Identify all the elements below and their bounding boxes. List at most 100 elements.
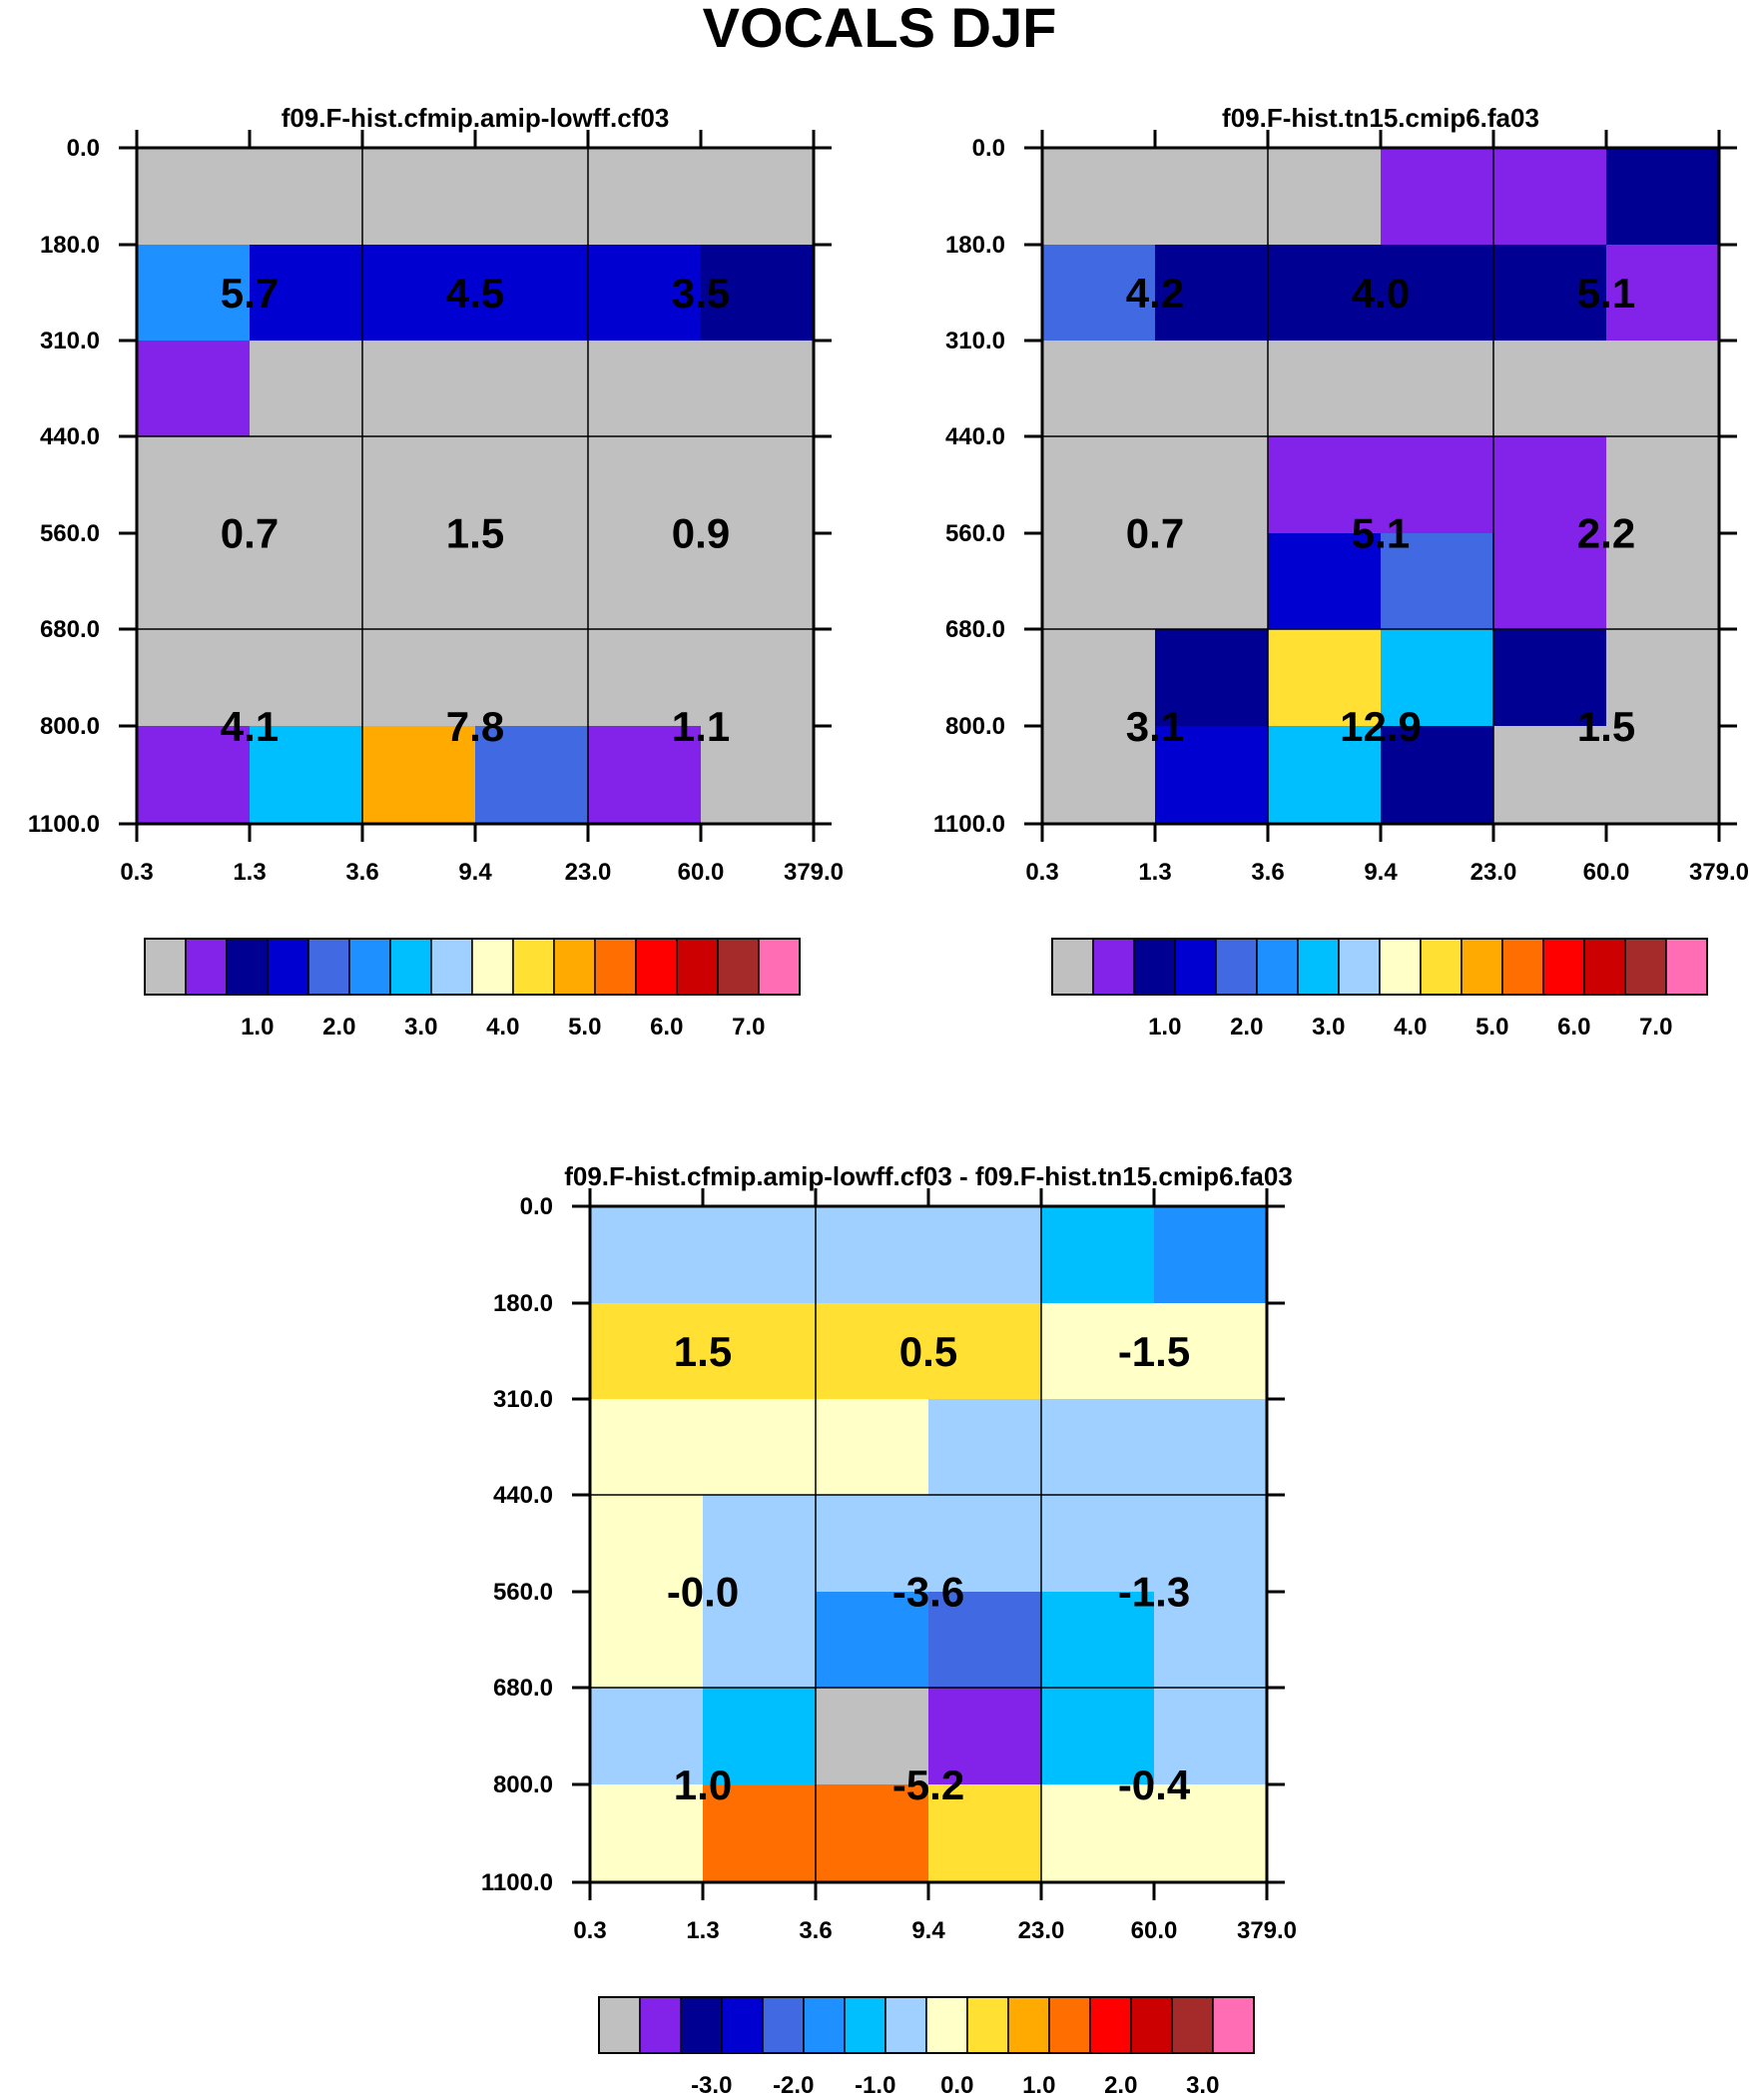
heatmap-cell xyxy=(1042,148,1156,246)
colorbar-label: 4.0 xyxy=(1394,1014,1427,1041)
heatmap-cell xyxy=(1268,629,1382,727)
colorbar-label: -2.0 xyxy=(773,2072,814,2099)
colorbar-swatch xyxy=(1048,1996,1091,2054)
colorbar-label: 7.0 xyxy=(1639,1014,1672,1041)
heatmap-cell xyxy=(137,533,251,630)
heatmap-cell xyxy=(1268,245,1382,342)
heatmap-cell xyxy=(362,245,476,342)
colorbar-label: 2.0 xyxy=(1230,1014,1263,1041)
heatmap-cell xyxy=(1154,1688,1268,1785)
colorbar-label: 5.0 xyxy=(1475,1014,1508,1041)
heatmap-cell xyxy=(1381,533,1494,630)
box-value-label: 1.0 xyxy=(674,1761,732,1808)
heatmap-cell xyxy=(703,1303,817,1400)
heatmap-cell xyxy=(1268,726,1382,825)
colorbar-label: 2.0 xyxy=(1104,2072,1137,2099)
heatmap-cell xyxy=(590,1206,704,1304)
panel-1: f09.F-hist.cfmip.amip-lowff.cf03 0.0 180.0… xyxy=(28,103,844,1041)
heatmap-cell xyxy=(250,629,363,727)
y-tick-label: 560.0 xyxy=(493,1579,553,1606)
heatmap-cell xyxy=(701,148,815,246)
heatmap-cell xyxy=(1042,533,1156,630)
colorbar-swatch xyxy=(1133,938,1176,996)
y-tick-label: 180.0 xyxy=(493,1290,553,1317)
heatmap-cell xyxy=(137,436,251,534)
colorbar-label: 6.0 xyxy=(1557,1014,1590,1041)
box-value-label: 1.5 xyxy=(1577,703,1635,750)
heatmap-cell xyxy=(703,1688,817,1785)
heatmap-cell xyxy=(701,436,815,534)
colorbar-label: 3.0 xyxy=(404,1014,437,1041)
box-value-label: 4.5 xyxy=(446,270,504,317)
heatmap-cell xyxy=(250,726,363,825)
heatmap-cell xyxy=(1154,1495,1268,1593)
heatmap-cell xyxy=(137,148,251,246)
heatmap-cell xyxy=(1155,629,1269,727)
y-tick-label: 0.0 xyxy=(67,135,100,162)
heatmap-cell xyxy=(475,245,589,342)
heatmap-cell xyxy=(1381,629,1494,727)
colorbar-label: 7.0 xyxy=(732,1014,765,1041)
heatmap-cell xyxy=(475,436,589,534)
heatmap-cell xyxy=(1154,1399,1268,1496)
colorbar-swatch xyxy=(594,938,637,996)
heatmap-cell xyxy=(928,1688,1042,1785)
colorbar-swatch xyxy=(1379,938,1422,996)
heatmap-cell xyxy=(1606,245,1720,342)
heatmap-cell xyxy=(1606,148,1720,246)
heatmap-cell xyxy=(1041,1303,1155,1400)
colorbar-swatch xyxy=(680,1996,723,2054)
heatmap-cell xyxy=(588,533,702,630)
x-tick-label: 3.6 xyxy=(799,1917,832,1944)
colorbar-swatch xyxy=(1542,938,1585,996)
colorbar-swatch xyxy=(1174,938,1217,996)
heatmap-cell xyxy=(1493,726,1607,825)
x-tick-label: 0.3 xyxy=(573,1917,606,1944)
box-value-label: 0.7 xyxy=(1126,510,1184,557)
colorbar-swatch xyxy=(803,1996,846,2054)
box-value-label: 4.2 xyxy=(1126,270,1184,317)
heatmap-cell xyxy=(1042,629,1156,727)
y-tick-label: 800.0 xyxy=(493,1771,553,1798)
heatmap-cell xyxy=(1041,1206,1155,1304)
colorbar-swatch xyxy=(884,1996,927,2054)
colorbar-swatch xyxy=(1215,938,1258,996)
colorbar-label: 3.0 xyxy=(1312,1014,1345,1041)
colorbar-frame xyxy=(1051,938,1708,996)
heatmap-cell xyxy=(1493,148,1607,246)
colorbar-swatch xyxy=(676,938,719,996)
heatmap-cell xyxy=(1041,1495,1155,1593)
heatmap-cell xyxy=(1381,726,1494,825)
heatmap-cell xyxy=(137,629,251,727)
heatmap-cell xyxy=(1042,341,1156,437)
colorbar-swatch xyxy=(553,938,596,996)
box-value-label: -1.5 xyxy=(1118,1328,1190,1375)
heatmap-cell xyxy=(1606,629,1720,727)
colorbar-swatch xyxy=(1089,1996,1132,2054)
x-tick-label: 60.0 xyxy=(1583,859,1630,886)
x-tick-label: 379.0 xyxy=(784,859,844,886)
heatmap-cell xyxy=(362,726,476,825)
heatmap-cell xyxy=(1155,533,1269,630)
x-tick-label: 0.3 xyxy=(120,859,153,886)
colorbar-swatch xyxy=(226,938,269,996)
x-tick-label: 60.0 xyxy=(1131,1917,1178,1944)
x-tick-label: 9.4 xyxy=(1364,859,1398,886)
heatmap-cell xyxy=(701,726,815,825)
heatmap-cell xyxy=(1154,1592,1268,1689)
y-tick-label: 310.0 xyxy=(945,328,1005,354)
x-tick-label: 9.4 xyxy=(911,1917,945,1944)
heatmap-cell xyxy=(590,1303,704,1400)
box-value-label: 0.9 xyxy=(672,510,730,557)
box-value-label: 4.0 xyxy=(1352,270,1410,317)
heatmap-cell xyxy=(475,533,589,630)
x-tick-label: 379.0 xyxy=(1689,859,1749,886)
x-tick-label: 9.4 xyxy=(458,859,492,886)
heatmap-cell xyxy=(590,1495,704,1593)
y-tick-label: 680.0 xyxy=(40,616,100,643)
panels: f09.F-hist.cfmip.amip-lowff.cf03 0.0 180.0… xyxy=(28,103,1749,2099)
heatmap-cell xyxy=(1041,1399,1155,1496)
heatmap-cell xyxy=(816,1784,929,1883)
heatmap-cell xyxy=(703,1399,817,1496)
colorbar-label: 3.0 xyxy=(1186,2072,1219,2099)
